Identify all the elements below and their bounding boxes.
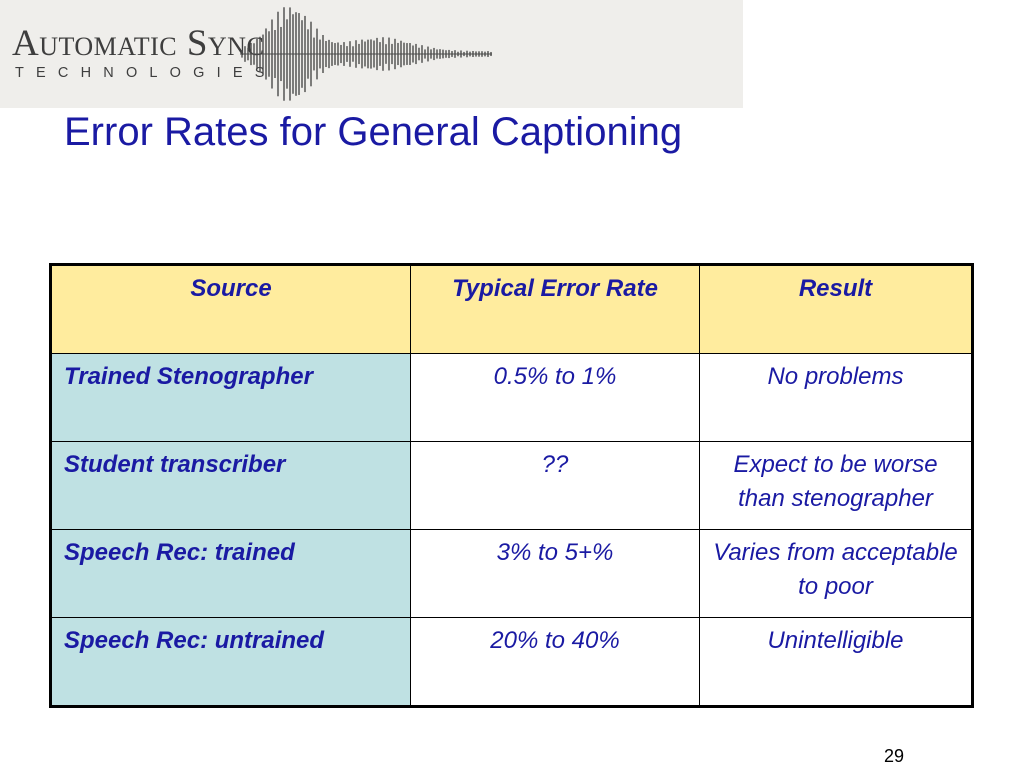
logo-subtitle: TECHNOLOGIES <box>15 65 277 81</box>
cell-source: Speech Rec: trained <box>50 529 411 618</box>
table-row: Student transcriber ?? Expect to be wors… <box>50 441 973 530</box>
cell-source: Student transcriber <box>50 441 411 530</box>
table-row: Speech Rec: trained 3% to 5+% Varies fro… <box>50 529 973 618</box>
logo-banner: Automatic Sync TECHNOLOGIES <box>0 0 743 108</box>
cell-result: Unintelligible <box>699 617 973 707</box>
header-result: Result <box>699 264 973 354</box>
error-rates-table: Source Typical Error Rate Result Trained… <box>49 263 974 708</box>
sound-wave-icon <box>240 7 492 101</box>
table-row: Speech Rec: untrained 20% to 40% Unintel… <box>50 617 973 707</box>
header-source: Source <box>50 264 411 354</box>
logo-name: Automatic Sync <box>12 23 265 64</box>
cell-result: Varies from acceptable to poor <box>699 529 973 618</box>
cell-source: Speech Rec: untrained <box>50 617 411 707</box>
table-row: Trained Stenographer 0.5% to 1% No probl… <box>50 353 973 442</box>
slide-title: Error Rates for General Captioning <box>64 110 683 154</box>
page-number: 29 <box>884 746 905 766</box>
cell-source: Trained Stenographer <box>50 353 411 442</box>
cell-rate: 3% to 5+% <box>410 529 700 618</box>
company-logo: Automatic Sync TECHNOLOGIES <box>12 24 277 82</box>
table-header-row: Source Typical Error Rate Result <box>50 264 973 354</box>
cell-rate: ?? <box>410 441 700 530</box>
header-error-rate: Typical Error Rate <box>410 264 700 354</box>
cell-result: No problems <box>699 353 973 442</box>
cell-rate: 0.5% to 1% <box>410 353 700 442</box>
cell-rate: 20% to 40% <box>410 617 700 707</box>
cell-result: Expect to be worse than stenographer <box>699 441 973 530</box>
